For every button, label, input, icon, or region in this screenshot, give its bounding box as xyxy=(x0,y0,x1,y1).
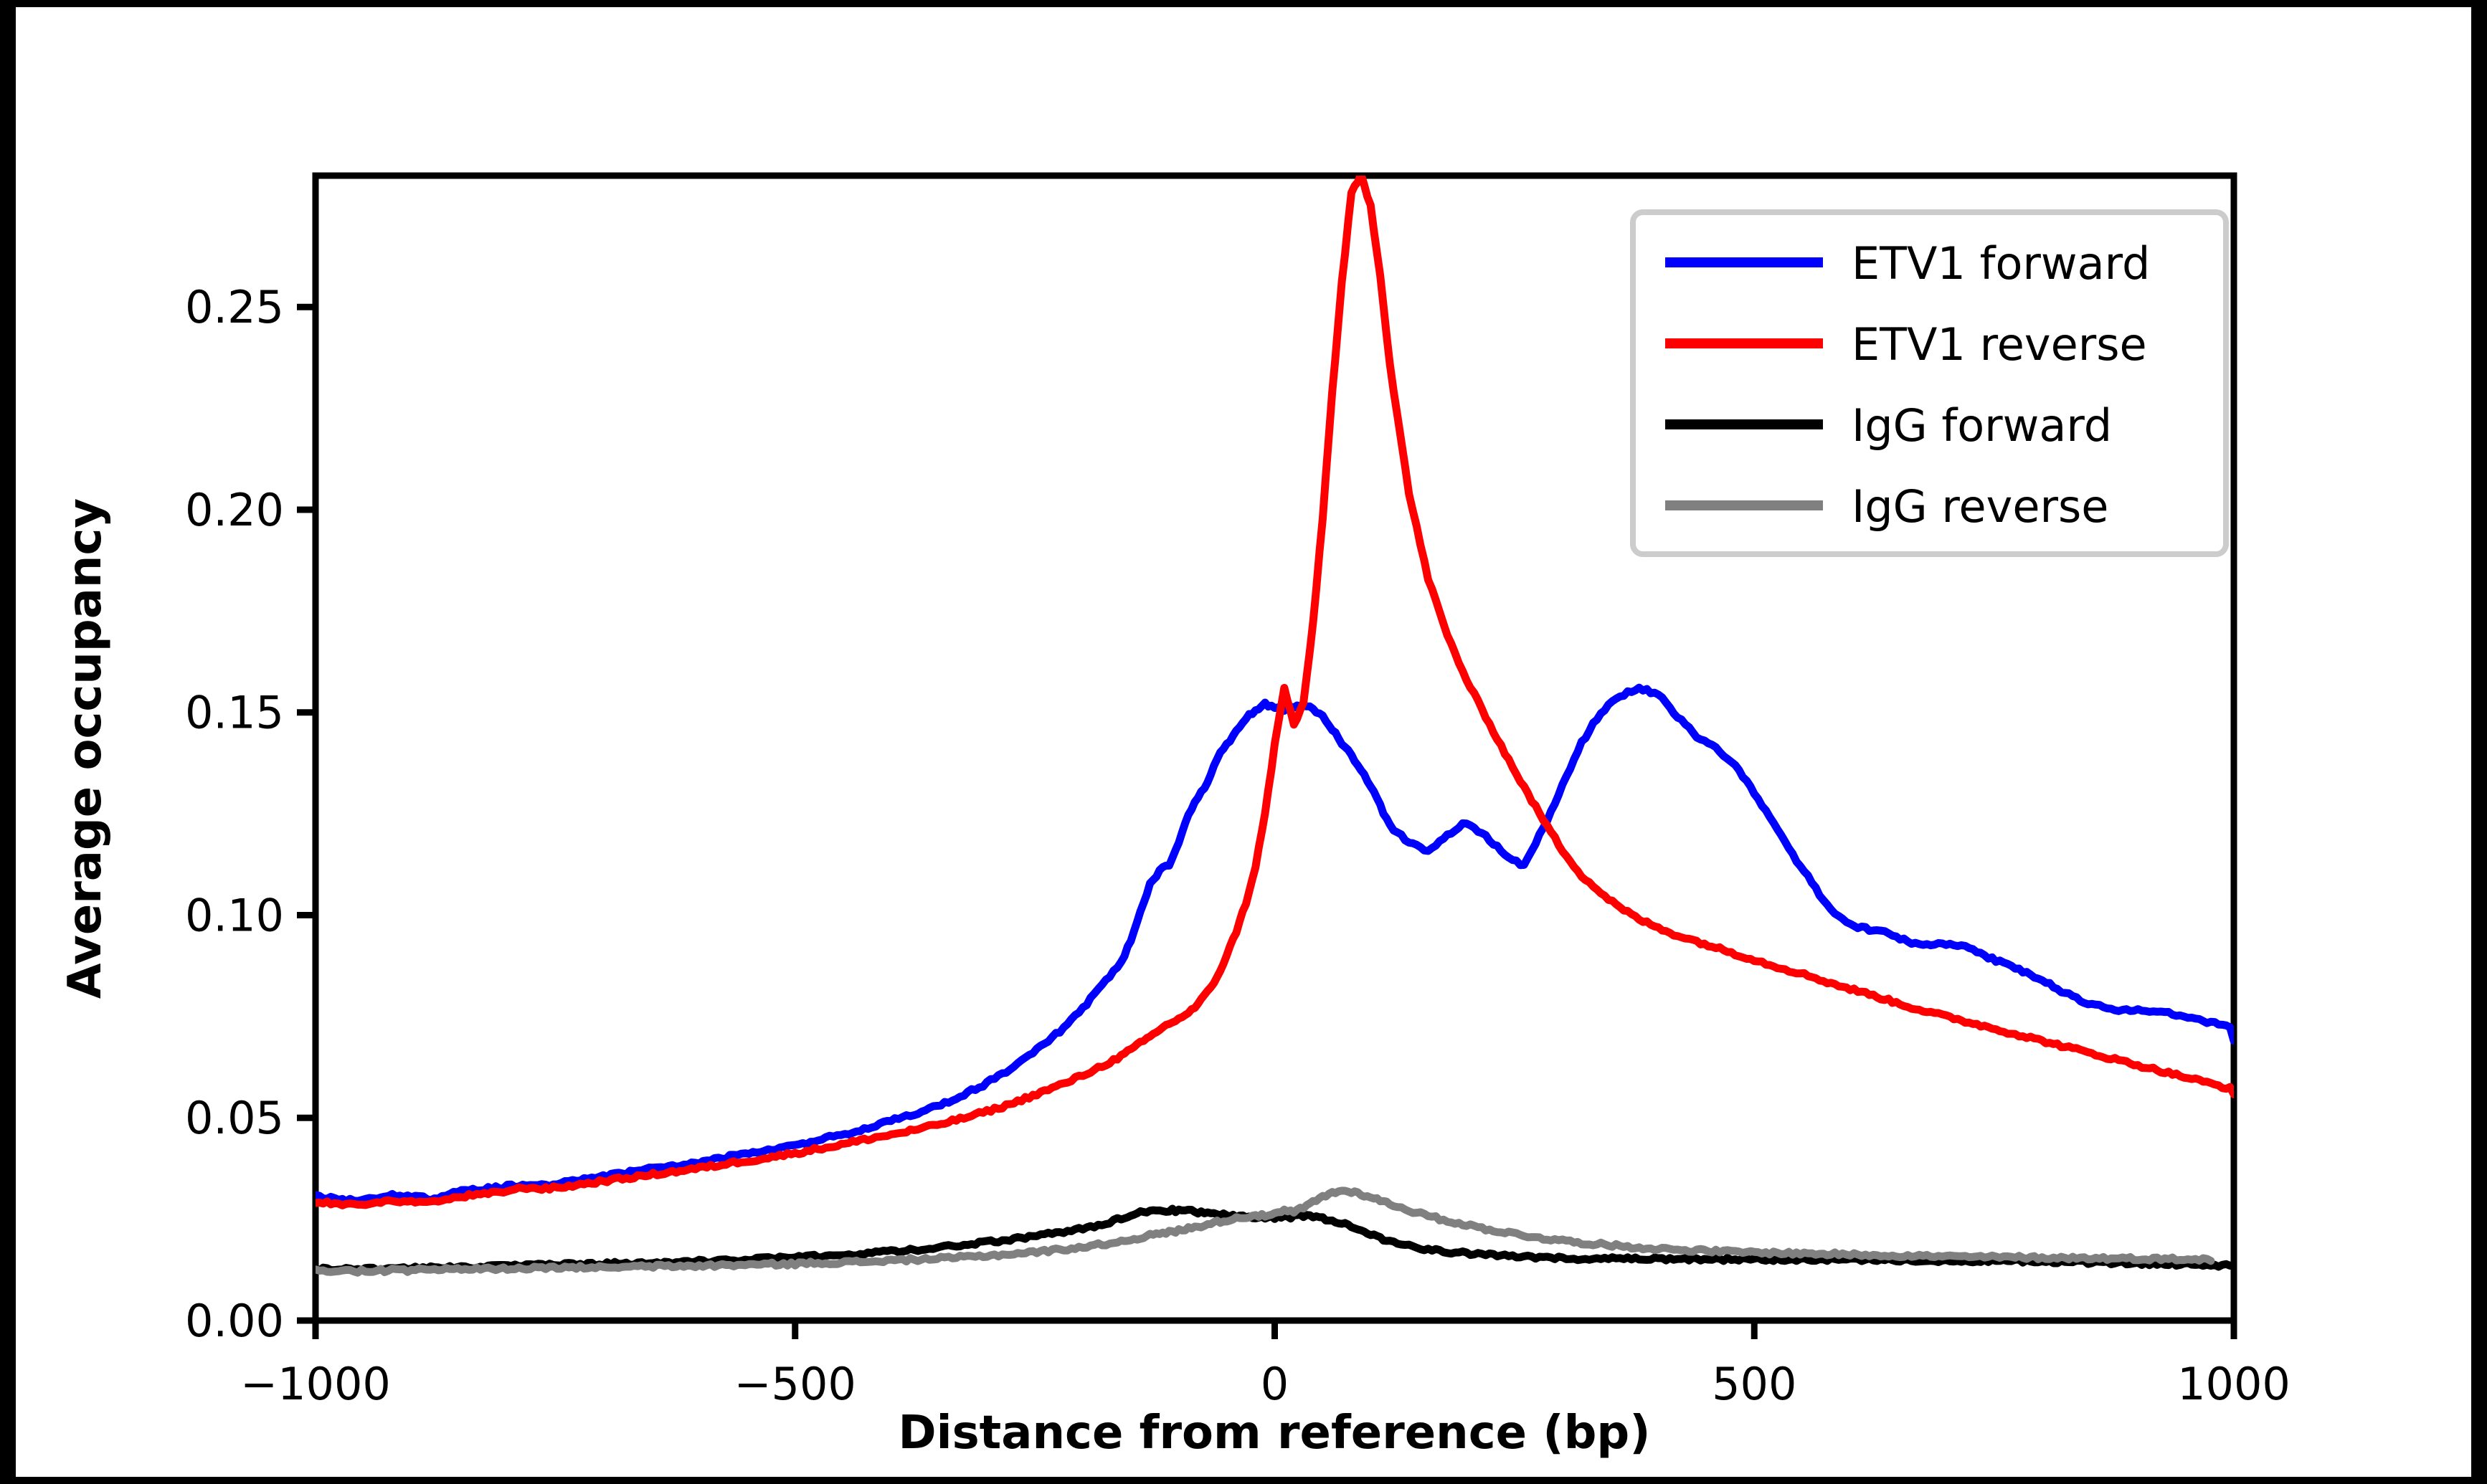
legend-label-igg-forward: IgG forward xyxy=(1852,399,2112,452)
x-tick-label: 1000 xyxy=(2177,1358,2291,1410)
legend-label-etv1-forward: ETV1 forward xyxy=(1852,237,2150,290)
x-tick-label: 500 xyxy=(1712,1358,1796,1410)
y-tick-label: 0.15 xyxy=(185,687,284,739)
y-tick-label: 0.00 xyxy=(185,1295,284,1347)
y-tick-label: 0.05 xyxy=(185,1092,284,1144)
occupancy-line-chart: 0.00 0.05 0.10 0.15 0.20 0.25 −1000 −500 0 500 10… xyxy=(16,7,2471,1477)
legend-frame xyxy=(1630,209,2229,557)
y-tick-label: 0.25 xyxy=(185,281,284,333)
x-axis-title: Distance from reference (bp) xyxy=(899,1407,1651,1460)
y-axis-title: Average occupancy xyxy=(59,498,112,999)
legend-label-igg-reverse: IgG reverse xyxy=(1852,480,2108,533)
y-tick-label: 0.10 xyxy=(185,889,284,941)
series-line-etv1-forward xyxy=(316,683,2234,1205)
x-tick-label: −500 xyxy=(734,1358,856,1410)
data-series-group xyxy=(316,176,2234,1277)
chart-legend: ETV1 forward ETV1 reverse IgG forward IgG r… xyxy=(1630,209,2229,557)
y-tick-label: 0.20 xyxy=(185,484,284,536)
x-axis-ticks: −1000 −500 0 500 1000 xyxy=(240,1321,2291,1410)
figure-canvas: 0.00 0.05 0.10 0.15 0.20 0.25 −1000 −500 0 500 10… xyxy=(16,7,2471,1477)
series-line-etv1-reverse xyxy=(316,176,2234,1209)
legend-label-etv1-reverse: ETV1 reverse xyxy=(1852,318,2147,371)
x-tick-label: −1000 xyxy=(240,1358,391,1410)
series-line-igg-reverse xyxy=(316,1186,2215,1277)
x-tick-label: 0 xyxy=(1261,1358,1289,1410)
y-axis-ticks: 0.00 0.05 0.10 0.15 0.20 0.25 xyxy=(185,281,316,1347)
